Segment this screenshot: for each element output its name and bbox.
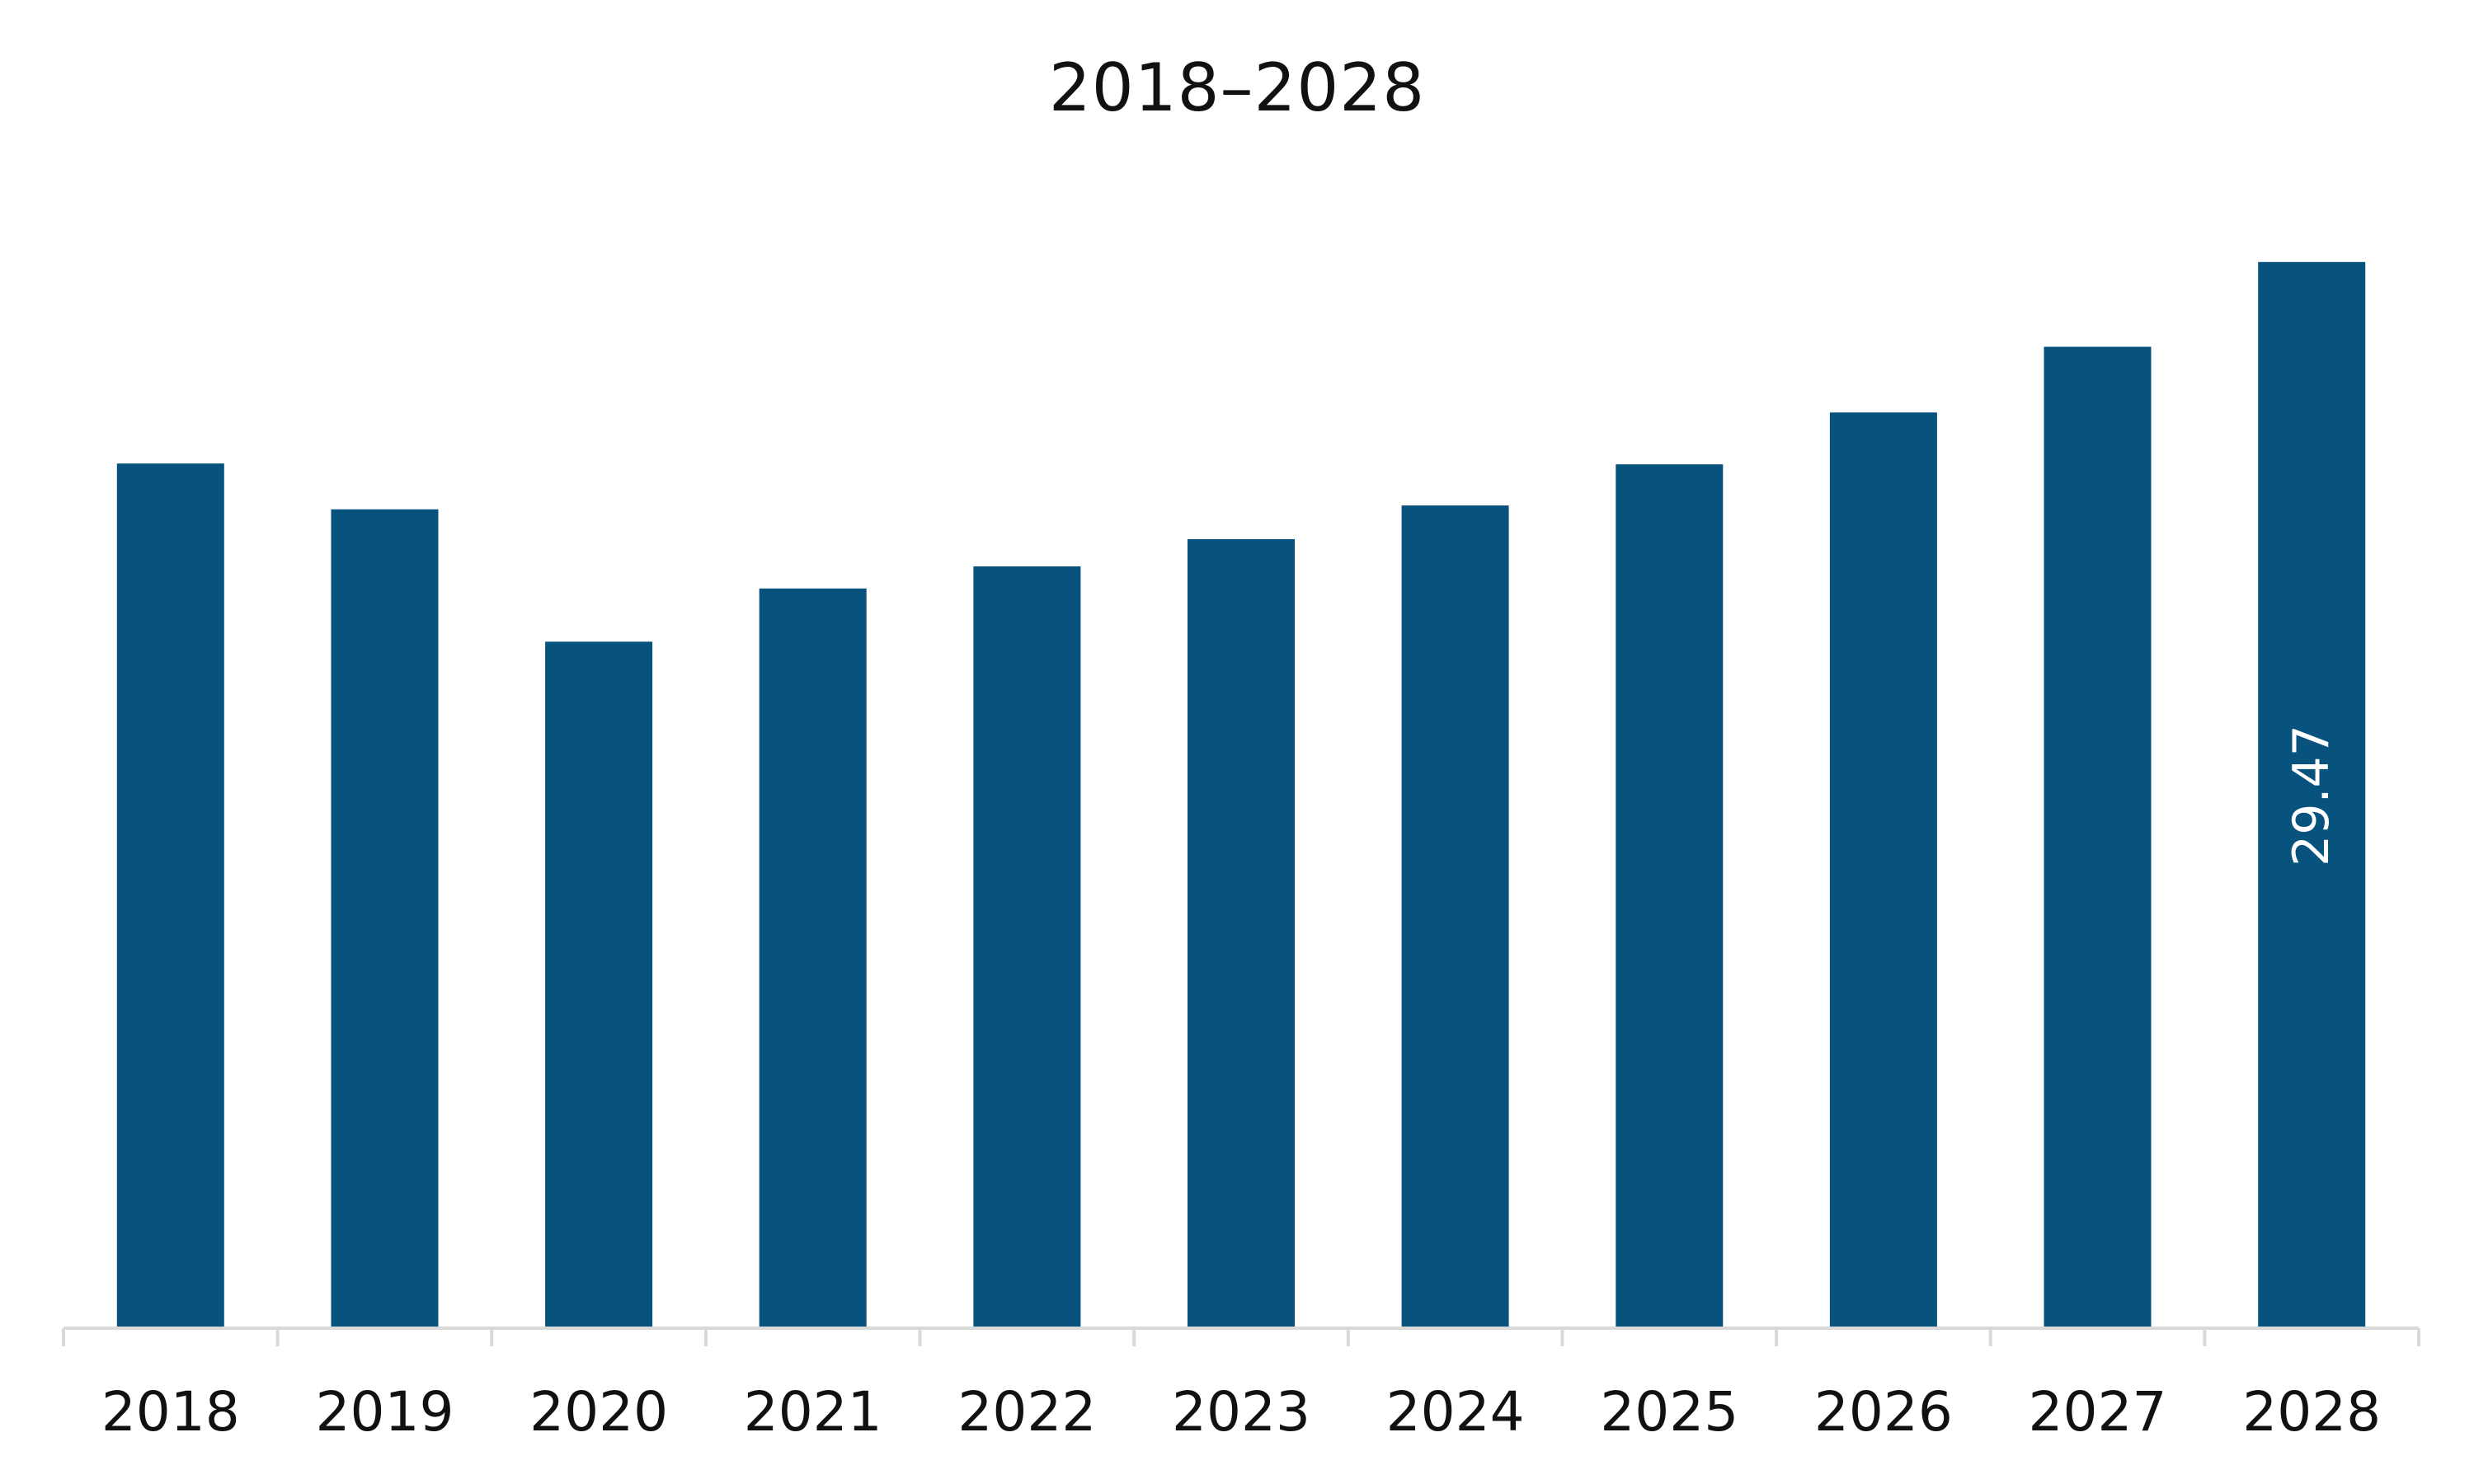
bar-2027 <box>2044 346 2152 1329</box>
x-tick-label: 2020 <box>529 1380 668 1444</box>
x-tick-label: 2025 <box>1600 1380 1738 1444</box>
x-tick-label: 2021 <box>744 1380 882 1444</box>
bar-2019 <box>331 509 439 1328</box>
bar-2025 <box>1616 464 1724 1329</box>
data-label-2028: 29.47 <box>2283 725 2340 866</box>
bar-2028 <box>2258 261 2366 1328</box>
chart-title: 2018–2028 <box>1048 49 1426 126</box>
x-tick-label: 2024 <box>1386 1380 1525 1444</box>
bar-2026 <box>1829 412 1937 1328</box>
x-tick-label: 2018 <box>101 1380 240 1444</box>
x-tick-label: 2019 <box>316 1380 454 1444</box>
x-tick-label: 2026 <box>1814 1380 1953 1444</box>
bar-2024 <box>1401 505 1509 1328</box>
bar-2022 <box>973 566 1081 1328</box>
bar-2023 <box>1188 539 1295 1328</box>
bar-2020 <box>545 641 653 1328</box>
x-tick-label: 2028 <box>2242 1380 2381 1444</box>
bar-2021 <box>759 588 867 1328</box>
bar-2018 <box>116 463 224 1329</box>
x-tick-label: 2027 <box>2029 1380 2167 1444</box>
x-tick-label: 2022 <box>957 1380 1096 1444</box>
x-tick-label: 2023 <box>1172 1380 1310 1444</box>
